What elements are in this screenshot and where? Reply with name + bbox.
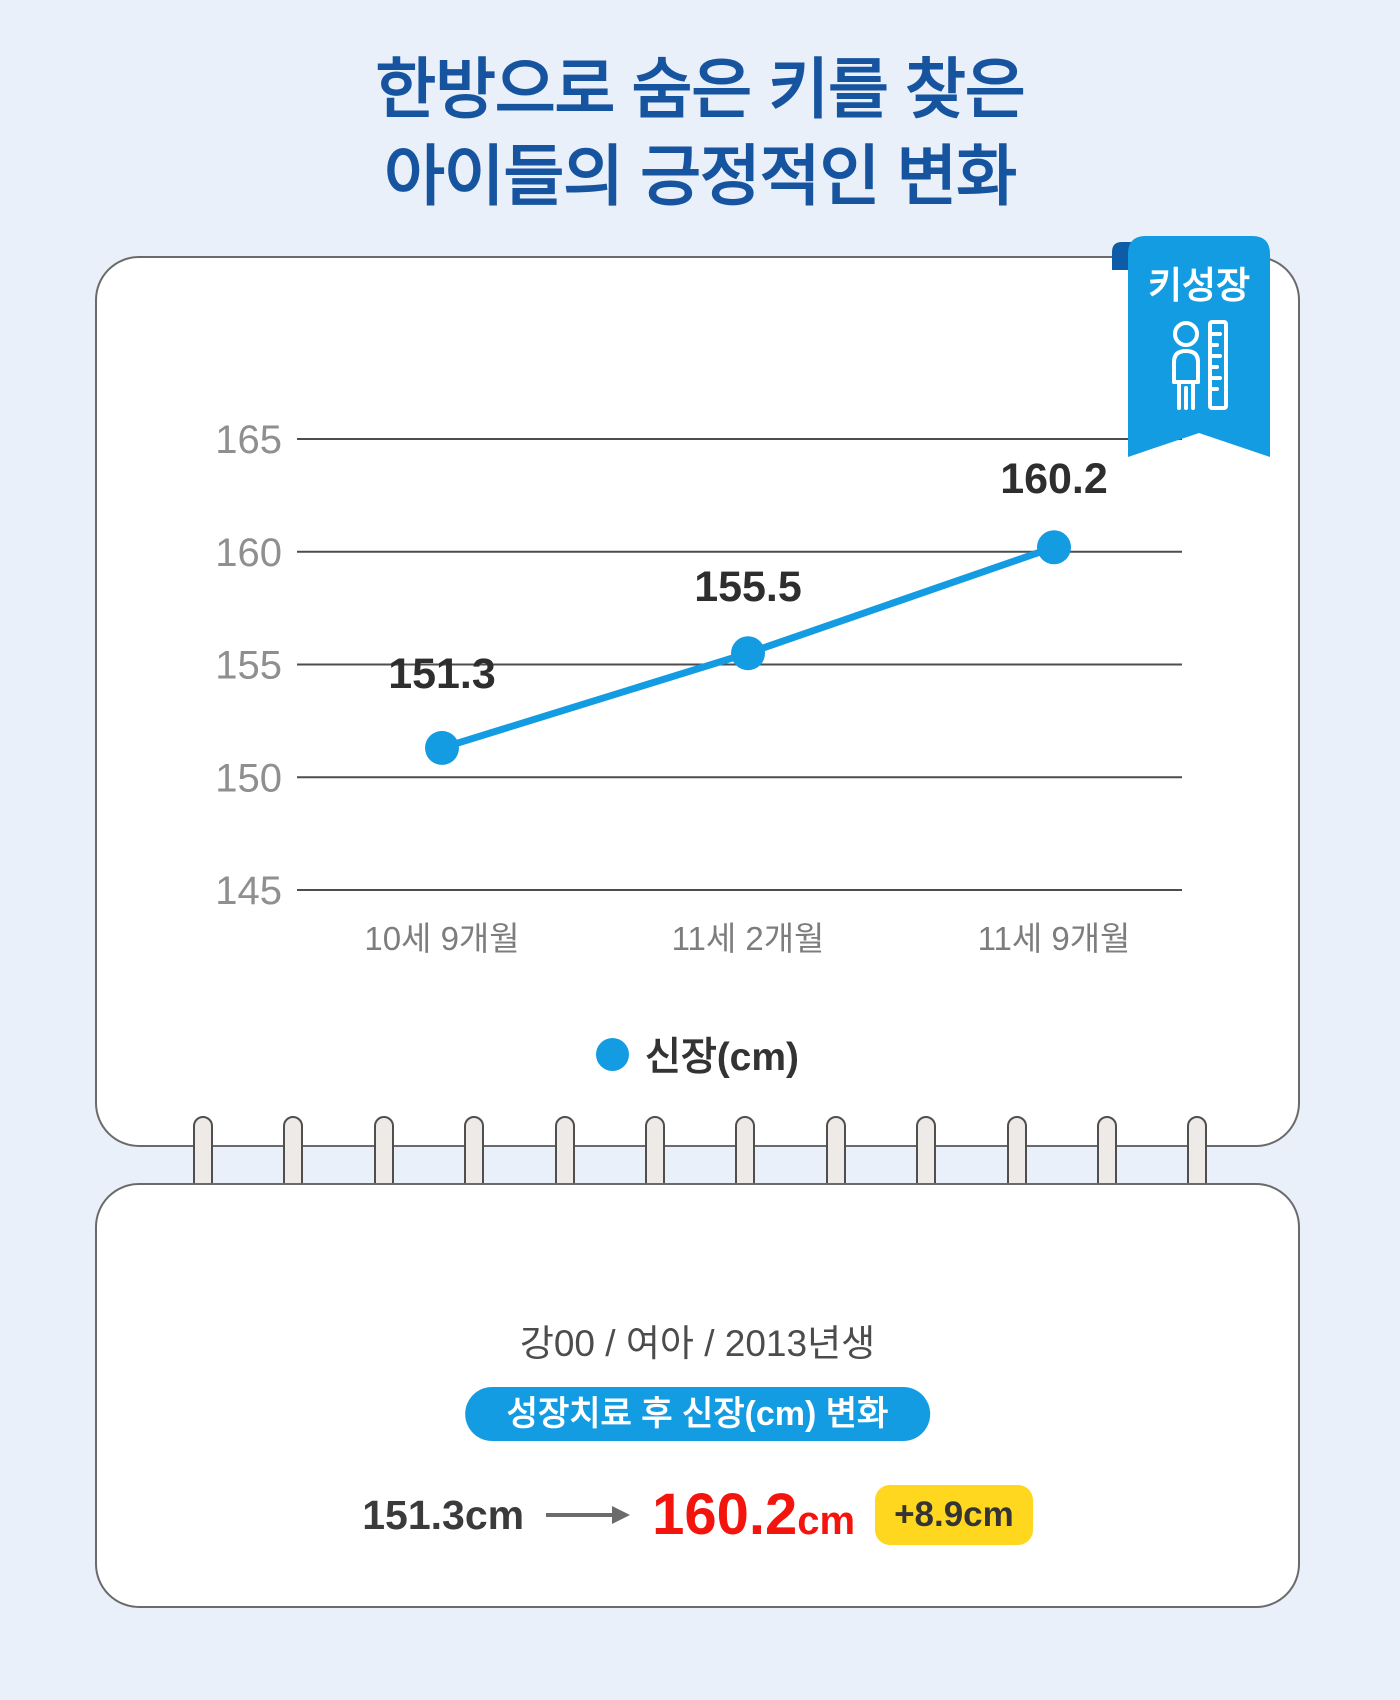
height-result-row: 151.3cm 160.2cm +8.9cm [97,1485,1298,1545]
page-title: 한방으로 숨은 키를 찾은 아이들의 긍정적인 변화 [0,46,1400,220]
height-before: 151.3cm [362,1491,525,1538]
summary-card: 강00 / 여아 / 2013년생 성장치료 후 신장(cm) 변화 151.3… [95,1183,1300,1608]
growth-ribbon: 키성장 [1112,236,1270,457]
x-axis-label: 11세 9개월 [978,920,1131,957]
y-tick-label: 150 [215,756,282,800]
data-point-label: 160.2 [1000,455,1108,503]
height-gain-badge: +8.9cm [875,1485,1033,1545]
person-ruler-icon [1172,320,1228,410]
data-point-label: 155.5 [694,563,802,611]
treatment-change-pill: 성장치료 후 신장(cm) 변화 [464,1387,931,1441]
page-title-line1: 한방으로 숨은 키를 찾은 [375,52,1025,126]
height-line-chart: 165 160 155 150 145 151.3 10세 9개월 155.5 11세 2개월 1… [215,418,1182,957]
height-after: 160.2cm [652,1482,856,1547]
ribbon-body [1128,236,1270,457]
x-axis-label: 11세 2개월 [672,920,825,957]
transition-arrow-icon [546,1506,631,1524]
y-tick-label: 155 [215,644,282,688]
y-tick-label: 145 [215,869,282,913]
ribbon-label: 키성장 [1148,265,1250,306]
y-tick-label: 165 [215,418,282,462]
data-point [425,730,459,765]
data-point [731,636,765,671]
page-title-line2: 아이들의 긍정적인 변화 [384,139,1017,214]
data-point [1037,530,1071,565]
x-axis-label: 10세 9개월 [364,920,519,957]
chart-card: 165 160 155 150 145 151.3 10세 9개월 155.5 11세 2개월 1… [95,256,1300,1147]
legend-dot-icon [595,1037,629,1071]
patient-info: 강00 / 여아 / 2013년생 [519,1323,876,1364]
legend-label: 신장(cm) [644,1036,800,1079]
data-point-label: 151.3 [388,650,496,698]
y-tick-label: 160 [215,531,282,575]
chart-legend: 신장(cm) [97,1026,1298,1082]
